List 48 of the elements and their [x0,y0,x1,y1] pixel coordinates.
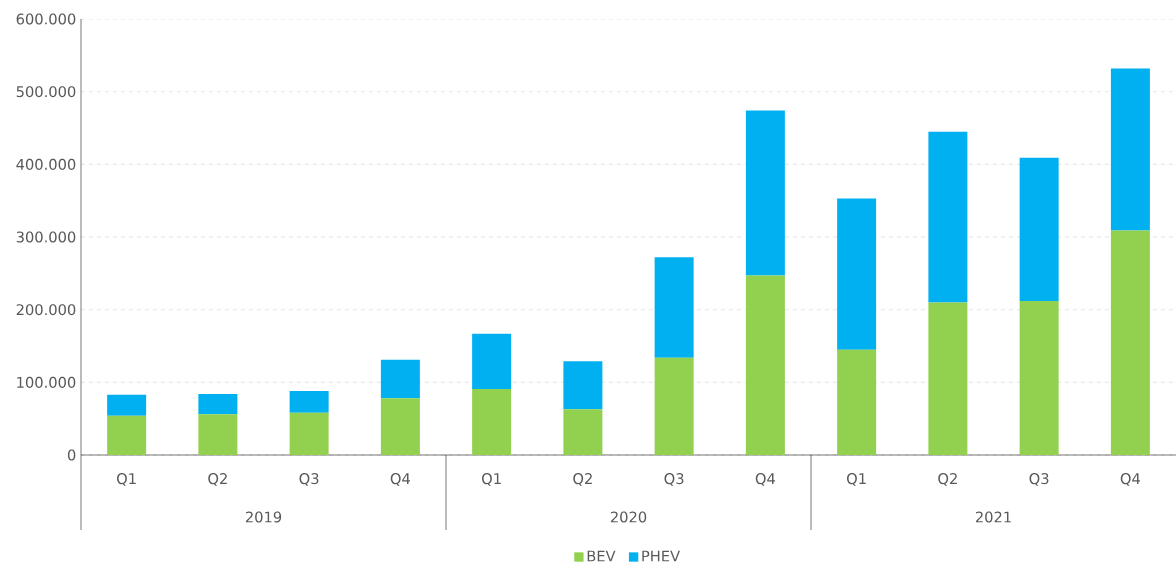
x-tick-label: Q4 [390,473,410,486]
bar [745,275,785,455]
bar [928,302,968,455]
legend-label: PHEV [642,550,680,562]
x-tick-label: Q2 [938,473,957,486]
bar [380,359,420,399]
x-tick-label: Q3 [1029,473,1049,486]
x-tick-label: Q2 [208,473,227,486]
bar [289,412,329,455]
y-tick-label: 0 [67,449,76,461]
x-tick-label: Q1 [117,473,136,486]
bar [1019,157,1059,301]
bar [563,361,603,410]
y-tick-label: 600.000 [16,13,76,25]
bar [107,415,147,455]
bar [198,414,238,455]
bar [837,349,877,455]
text: 2020 [610,511,647,523]
bar [1110,230,1150,455]
bar [289,391,329,413]
bar [563,409,603,455]
y-tick-label: 100.000 [17,376,76,388]
x-tick-label: Q3 [299,473,319,486]
x-tick-label: Q4 [1120,473,1140,486]
x-tick-label: Q2 [573,473,592,486]
y-tick-label: 300.000 [16,231,76,243]
bar [1110,68,1150,231]
legend-label: BEV [587,550,616,562]
text: 2021 [975,511,1011,523]
bar [837,198,877,350]
x-tick-label: Q1 [847,473,866,486]
text: 2019 [245,511,282,523]
x-tick-label: Q1 [482,473,501,486]
bar [745,110,785,276]
bar [380,398,420,455]
x-tick-label: Q4 [755,473,775,486]
y-tick-label: 200.000 [16,304,76,316]
y-tick-label: 400.000 [16,158,76,170]
bar [472,333,512,389]
bar [654,357,694,455]
bar [198,393,238,415]
y-tick-label: 500.000 [16,86,76,98]
bar [1019,300,1059,455]
bar [928,131,968,303]
bar [107,394,147,416]
bar [472,388,512,455]
x-tick-label: Q3 [664,473,684,486]
bar [654,257,694,358]
